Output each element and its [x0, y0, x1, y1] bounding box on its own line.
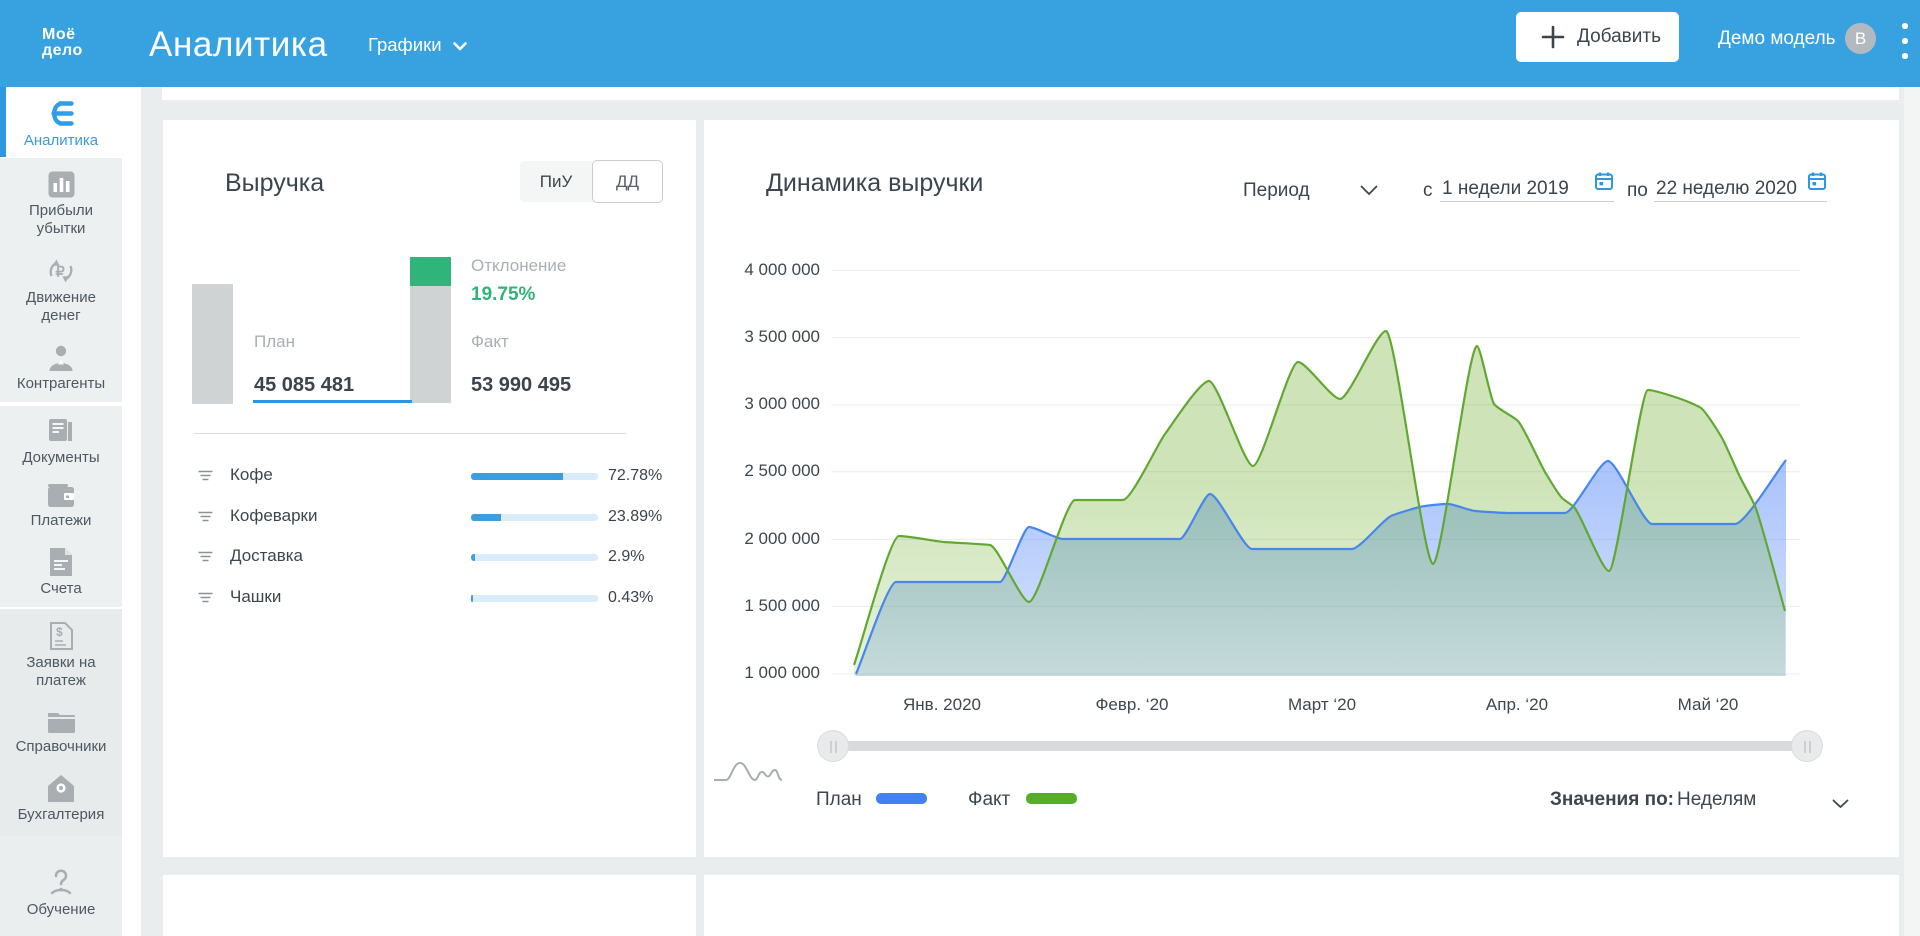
svg-text:₽: ₽: [56, 265, 66, 281]
svg-text:$: $: [56, 625, 63, 639]
